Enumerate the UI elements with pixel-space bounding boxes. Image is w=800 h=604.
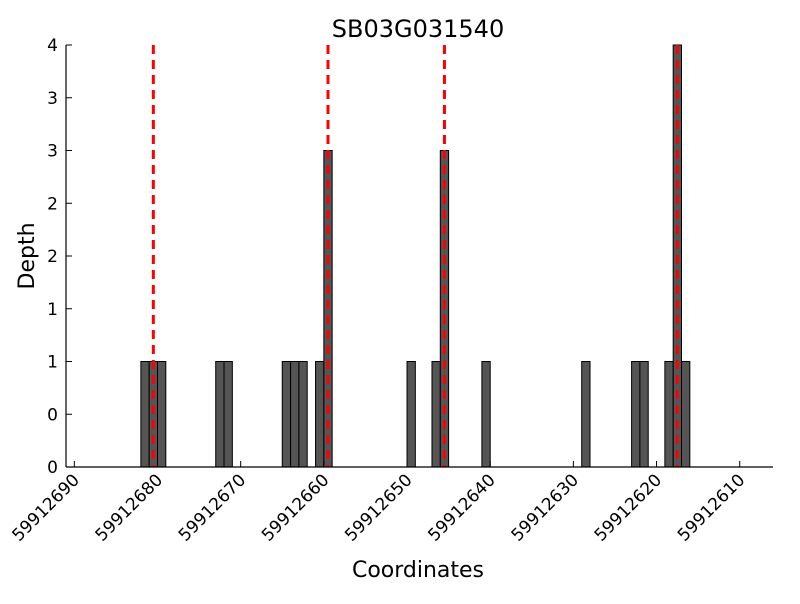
y-tick-label-8: 4 [47,36,58,56]
bar-2 [156,361,167,468]
x-tick-label-7: 59912620 [591,470,666,545]
bar-14 [581,361,591,468]
bar-0 [140,361,150,468]
y-tick-label-4: 2 [47,247,58,267]
bar-7 [298,361,308,468]
x-tick-label-0: 59912690 [9,470,84,545]
bar-11 [431,361,441,468]
bar-17 [664,361,674,468]
y-tick-label-7: 3 [47,89,58,109]
y-axis-label: Depth [15,222,40,289]
y-tick-label-6: 3 [47,142,58,162]
x-tick-label-3: 59912660 [258,470,333,545]
x-tick-label-6: 59912630 [508,470,583,545]
bar-13 [481,361,491,468]
x-tick-label-2: 59912670 [175,470,250,545]
bar-10 [406,361,416,468]
chart-title: SB03G031540 [332,15,504,43]
bar-3 [215,361,225,468]
y-tick-label-0: 0 [47,458,58,478]
x-tick-label-1: 59912680 [92,470,167,545]
x-axis-label: Coordinates [352,558,484,583]
bar-6 [290,361,300,468]
bar-5 [281,361,292,468]
y-tick-label-1: 0 [47,405,58,425]
bar-16 [639,361,649,468]
y-tick-label-2: 1 [47,353,58,373]
bar-4 [223,361,233,468]
x-tick-label-4: 59912650 [341,470,416,545]
bar-15 [631,361,641,468]
y-tick-label-3: 1 [47,300,58,320]
x-tick-label-5: 59912640 [424,470,499,545]
bar-8 [315,361,325,468]
x-tick-label-8: 59912610 [674,470,749,545]
bar-19 [681,361,691,468]
y-tick-label-5: 2 [47,194,58,214]
